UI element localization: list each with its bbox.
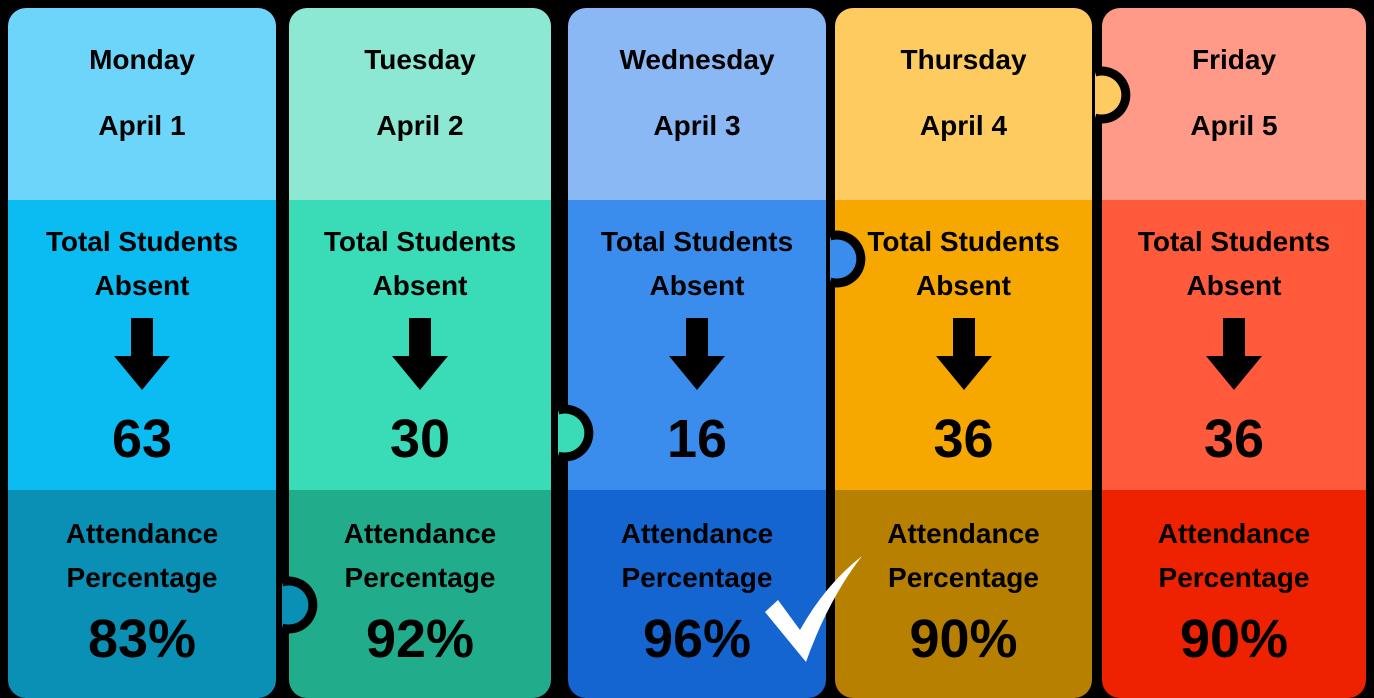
absent-label: Total Students Absent (323, 226, 517, 301)
attendance-value: 96% (642, 609, 752, 669)
day-column: Wednesday April 3 Total Students Absent 16 A… (568, 8, 826, 698)
attendance-label: Attendance Percentage (620, 518, 774, 593)
header-section: Friday April 5 (1102, 8, 1366, 200)
puzzle-knob (1093, 66, 1131, 124)
absent-section: Total Students Absent 36 (1102, 200, 1366, 490)
date: April 2 (376, 110, 464, 141)
down-arrow (1206, 318, 1262, 390)
attendance-section: Attendance Percentage 92% (289, 490, 551, 698)
day-name: Wednesday (619, 44, 775, 75)
day-name: Friday (1191, 44, 1277, 75)
absent-label: Total Students Absent (45, 226, 239, 301)
day-name: Monday (89, 44, 195, 75)
day-name: Tuesday (364, 44, 476, 75)
page: Monday April 1 Total Students Absent 63 Atte… (8, 8, 1366, 698)
down-arrow (935, 318, 992, 390)
day-column: Tuesday April 2 Total Students Absent 30 Att… (289, 8, 551, 698)
date: April 3 (653, 110, 741, 141)
attendance-value: 83% (87, 609, 197, 669)
down-arrow (392, 318, 448, 390)
puzzle-knob (828, 230, 866, 288)
decorations (280, 66, 1131, 662)
header-section: Tuesday April 2 (289, 8, 551, 200)
absent-label: Total Students Absent (867, 226, 1060, 301)
attendance-section: Attendance Percentage 83% (8, 490, 276, 698)
absent-count: 36 (933, 409, 994, 469)
attendance-label: Attendance Percentage (343, 518, 497, 593)
date: April 1 (98, 110, 186, 141)
absent-count: 63 (111, 409, 173, 469)
day-column: Thursday April 4 Total Students Absent 36 At… (835, 8, 1092, 698)
absent-label: Total Students Absent (600, 226, 794, 301)
puzzle-knob (556, 404, 594, 462)
day-name: Thursday (900, 44, 1027, 75)
absent-section: Total Students Absent 30 (289, 200, 551, 490)
puzzle-knob (280, 576, 318, 634)
checkmark (765, 556, 862, 662)
attendance-section: Attendance Percentage 96% (568, 490, 826, 698)
attendance-label: Attendance Percentage (65, 518, 219, 593)
day-column: Friday April 5 Total Students Absent 36 Atte… (1102, 8, 1366, 698)
attendance-value: 92% (365, 609, 475, 669)
absent-label: Total Students Absent (1137, 226, 1331, 301)
down-arrow (114, 318, 170, 390)
header-section: Thursday April 4 (835, 8, 1092, 200)
day-column: Monday April 1 Total Students Absent 63 Atte… (8, 8, 276, 698)
header-section: Wednesday April 3 (568, 8, 826, 200)
header-section: Monday April 1 (8, 8, 276, 200)
absent-section: Total Students Absent 63 (8, 200, 276, 490)
down-arrow (669, 318, 725, 390)
date: April 5 (1190, 110, 1278, 141)
absent-count: 30 (389, 409, 451, 469)
absent-count: 36 (1203, 409, 1265, 469)
attendance-label: Attendance Percentage (1157, 518, 1311, 593)
attendance-value: 90% (909, 609, 1018, 669)
attendance-label: Attendance Percentage (887, 518, 1040, 593)
attendance-value: 90% (1179, 609, 1289, 669)
attendance-section: Attendance Percentage 90% (835, 490, 1092, 698)
absent-section: Total Students Absent 16 (568, 200, 826, 490)
date: April 4 (919, 110, 1008, 141)
absent-count: 16 (666, 409, 728, 469)
attendance-section: Attendance Percentage 90% (1102, 490, 1366, 698)
absent-section: Total Students Absent 36 (835, 200, 1092, 490)
